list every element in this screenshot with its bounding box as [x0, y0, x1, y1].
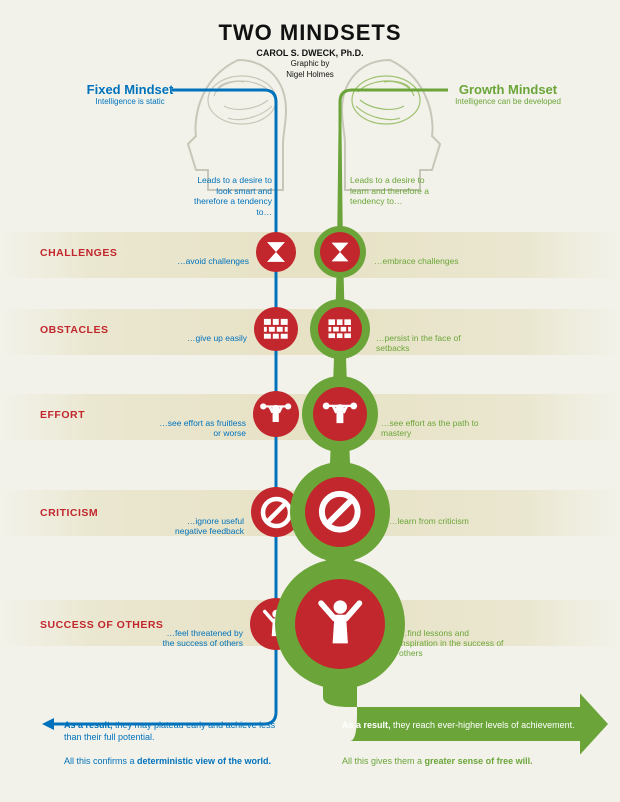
category-label: EFFORT: [40, 409, 85, 421]
fixed-mindset-subtitle: Intelligence is static: [80, 97, 180, 106]
fixed-bookend-bold: deterministic view of the world.: [137, 756, 271, 766]
row-growth-text: …persist in the face of setbacks: [376, 333, 486, 353]
growth-bookend-bold: greater sense of free will.: [425, 756, 533, 766]
row-growth-text: …find lessons and inspiration in the suc…: [399, 628, 509, 659]
category-label: CHALLENGES: [40, 247, 117, 259]
fixed-mindset-header: Fixed Mindset Intelligence is static: [80, 82, 180, 106]
fixed-result-bold: As a result,: [64, 720, 113, 730]
growth-result-rest: they reach ever-higher levels of achieve…: [391, 720, 575, 730]
growth-bookend-pre: All this gives them a: [342, 756, 425, 766]
row-growth-text: …see effort as the path to mastery: [381, 418, 491, 438]
author: CAROL S. DWECK, Ph.D.: [0, 48, 620, 58]
fixed-intro: Leads to a desire to look smart and ther…: [180, 175, 272, 218]
row-fixed-text: …avoid challenges: [161, 256, 249, 266]
title-block: TWO MINDSETS CAROL S. DWECK, Ph.D. Graph…: [0, 20, 620, 80]
row-growth-text: …learn from criticism: [389, 516, 499, 526]
credit-line-1: Graphic by: [0, 60, 620, 69]
row-fixed-text: …give up easily: [159, 333, 247, 343]
growth-mindset-title: Growth Mindset: [438, 82, 578, 97]
growth-intro: Leads to a desire to learn and therefore…: [350, 175, 442, 207]
main-title: TWO MINDSETS: [0, 20, 620, 46]
credit-line-2: Nigel Holmes: [0, 71, 620, 80]
row-icon-growth: [305, 477, 375, 547]
row-fixed-text: …see effort as fruitless or worse: [158, 418, 246, 438]
row-icon-fixed: [254, 307, 298, 351]
fixed-result: As a result, they may plateau early and …: [64, 720, 284, 743]
fixed-bookend: All this confirms a deterministic view o…: [64, 756, 324, 766]
row-icon-growth: [318, 307, 362, 351]
row-icon-fixed: [253, 391, 299, 437]
row-icon-fixed: [256, 232, 296, 272]
category-label: CRITICISM: [40, 507, 98, 519]
category-label: OBSTACLES: [40, 324, 108, 336]
row-growth-text: …embrace challenges: [374, 256, 484, 266]
row-icon-growth: [320, 232, 360, 272]
category-label: SUCCESS OF OTHERS: [40, 619, 163, 631]
growth-mindset-subtitle: Intelligence can be developed: [438, 97, 578, 106]
row-icon-growth: [295, 579, 385, 669]
infographic-root: TWO MINDSETS CAROL S. DWECK, Ph.D. Graph…: [0, 0, 620, 802]
growth-result-bold: As a result,: [342, 720, 391, 730]
fixed-bookend-pre: All this confirms a: [64, 756, 137, 766]
growth-bookend: All this gives them a greater sense of f…: [342, 756, 602, 766]
row-fixed-text: …ignore useful negative feedback: [156, 516, 244, 536]
row-icon-growth: [313, 387, 367, 441]
growth-result: As a result, they reach ever-higher leve…: [342, 720, 592, 732]
fixed-mindset-title: Fixed Mindset: [80, 82, 180, 97]
growth-mindset-header: Growth Mindset Intelligence can be devel…: [438, 82, 578, 106]
row-fixed-text: …feel threatened by the success of other…: [155, 628, 243, 648]
